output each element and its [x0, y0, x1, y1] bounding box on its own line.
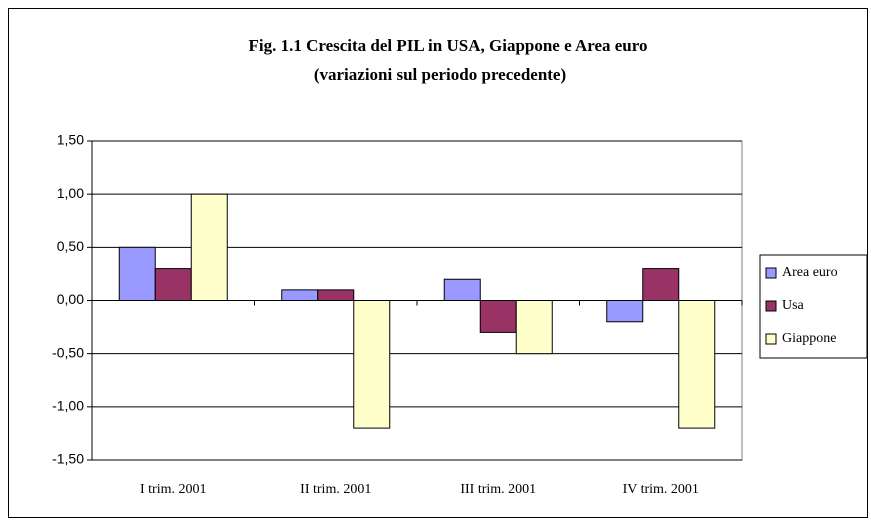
bar [353, 300, 391, 429]
bar [515, 300, 553, 355]
x-tick-label: II trim. 2001 [300, 482, 371, 497]
y-tick-label: -1,50 [52, 451, 84, 467]
chart-title: Fig. 1.1 Crescita del PIL in USA, Giappo… [248, 36, 647, 55]
legend-label: Area euro [782, 265, 838, 280]
y-tick-label: 0,00 [57, 291, 84, 307]
y-tick-label: 1,50 [57, 132, 84, 148]
chart-subtitle: (variazioni sul periodo precedente) [314, 65, 566, 84]
bar [118, 246, 156, 301]
legend-swatch [765, 300, 777, 312]
legend-label: Usa [782, 298, 805, 313]
bar [317, 289, 355, 302]
y-tick-label: 0,50 [57, 238, 84, 254]
bar [479, 300, 517, 333]
y-tick-label: -0,50 [52, 344, 84, 360]
legend-swatch [765, 333, 777, 345]
y-tick-label: 1,00 [57, 185, 84, 201]
x-tick-label: IV trim. 2001 [623, 482, 699, 497]
bar [154, 268, 192, 302]
legend-swatch [765, 267, 777, 279]
bar [281, 289, 319, 302]
bar [606, 300, 644, 323]
bar [642, 268, 680, 302]
legend-box [759, 254, 868, 359]
bar [190, 193, 228, 302]
legend-label: Giappone [782, 331, 836, 346]
bar [443, 278, 481, 302]
y-tick-label: -1,00 [52, 398, 84, 414]
bar [678, 300, 716, 429]
x-tick-label: III trim. 2001 [460, 482, 536, 497]
x-tick-label: I trim. 2001 [140, 482, 207, 497]
